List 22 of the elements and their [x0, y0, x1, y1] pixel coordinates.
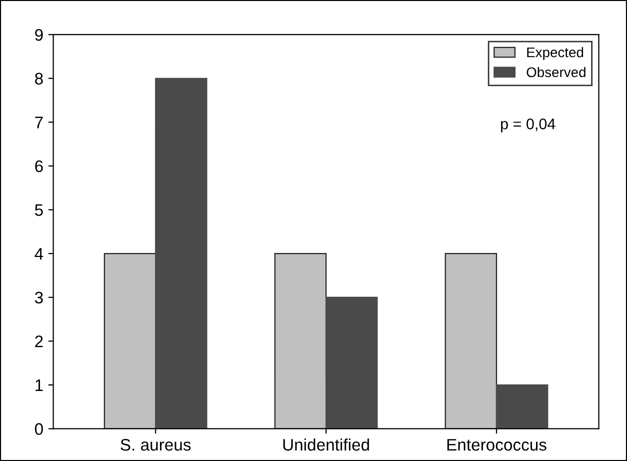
y-tick-label: 3 [34, 292, 43, 304]
bar [104, 252, 156, 429]
y-tick-label: 0 [34, 423, 43, 435]
y-tick-label: 1 [36, 380, 43, 391]
y-tick-label: 7 [35, 116, 43, 128]
legend-label: Observed [526, 66, 586, 78]
x-tick-label: Unidentified [283, 438, 369, 451]
x-tick-label: Enterococcus [447, 439, 546, 451]
y-tick-label: 2 [35, 336, 43, 348]
y-tick-label: 9 [35, 28, 43, 41]
bar [325, 296, 378, 429]
y-tick-label: 6 [35, 160, 43, 172]
bar [496, 384, 548, 429]
bar [155, 78, 208, 429]
y-tick-label: 8 [35, 72, 43, 85]
bar [274, 252, 327, 429]
y-tick-label: 4 [34, 248, 44, 260]
x-tick-label: S. aureus [120, 438, 191, 451]
annotation: p = 0,04 [501, 118, 556, 132]
y-tick-label: 5 [34, 204, 43, 216]
legend-label: Expected [527, 47, 584, 60]
bar [444, 252, 498, 429]
